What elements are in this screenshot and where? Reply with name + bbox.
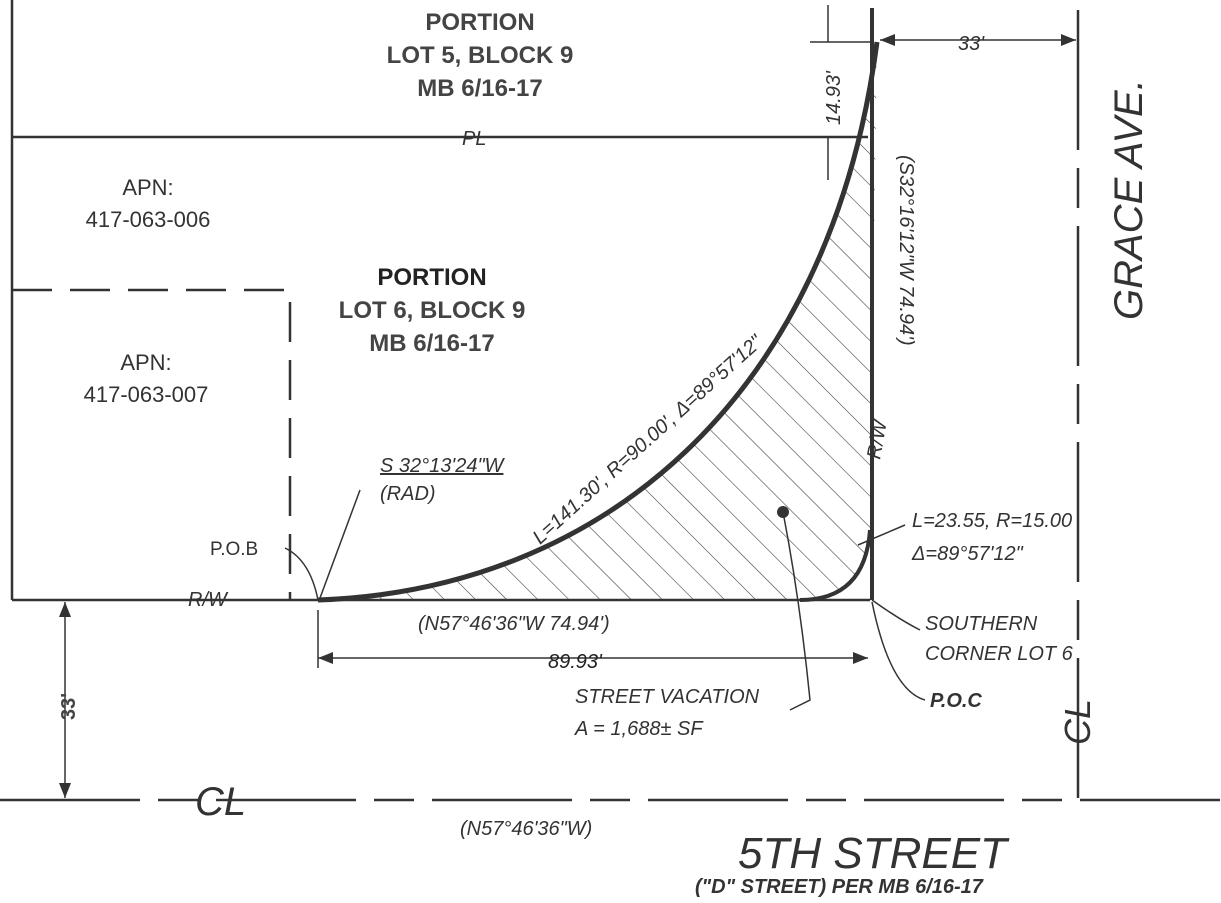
label: (RAD) (380, 483, 436, 505)
leader (319, 489, 361, 599)
label: (N57°46'36"W) (460, 818, 592, 840)
label: P.O.C (930, 690, 982, 712)
leader (871, 599, 921, 631)
label: P.O.B (210, 539, 258, 560)
label: A = 1,688± SF (574, 718, 704, 740)
curve (317, 41, 880, 603)
label: LOT 5, BLOCK 9 (387, 42, 574, 69)
leader (857, 524, 906, 546)
vacation-area (318, 42, 877, 600)
leader (284, 547, 319, 601)
dashed-lot (12, 288, 292, 600)
label: 33' (958, 33, 985, 55)
label: L=23.55, R=15.00 (912, 510, 1072, 532)
curve (799, 529, 872, 602)
label: 417-063-006 (86, 207, 211, 232)
leader-dot (777, 506, 789, 518)
label: STREET VACATION (575, 686, 760, 708)
label: 417-063-007 (84, 382, 209, 407)
label: R/W (188, 589, 229, 611)
centerline-symbol: CL (195, 780, 246, 824)
leader (871, 601, 926, 701)
label: ("D" STREET) PER MB 6/16-17 (695, 876, 984, 898)
label: MB 6/16-17 (417, 75, 542, 102)
label: S 32°13'24"W (380, 455, 506, 477)
label: PL (462, 128, 486, 150)
label: MB 6/16-17 (369, 330, 494, 357)
label: APN: (120, 350, 171, 375)
label: SOUTHERN (925, 613, 1038, 635)
street-name: 5TH STREET (738, 829, 1010, 878)
label: (N57°46'36"W 74.94') (418, 613, 610, 635)
label: APN: (122, 175, 173, 200)
centerline-symbol: CL (1057, 699, 1098, 745)
label: CORNER LOT 6 (925, 643, 1074, 665)
label: 33' (58, 693, 80, 720)
label: (S32°16'12"W 74.94') (895, 155, 917, 346)
label: PORTION (377, 264, 486, 291)
leader (782, 511, 811, 711)
label: 89.93' (548, 651, 603, 673)
label: 14.93' (823, 70, 845, 125)
street-name: GRACE AVE. (1107, 79, 1151, 320)
label: LOT 6, BLOCK 9 (339, 297, 526, 324)
label: Δ=89°57'12" (911, 543, 1024, 565)
label: PORTION (425, 9, 534, 36)
